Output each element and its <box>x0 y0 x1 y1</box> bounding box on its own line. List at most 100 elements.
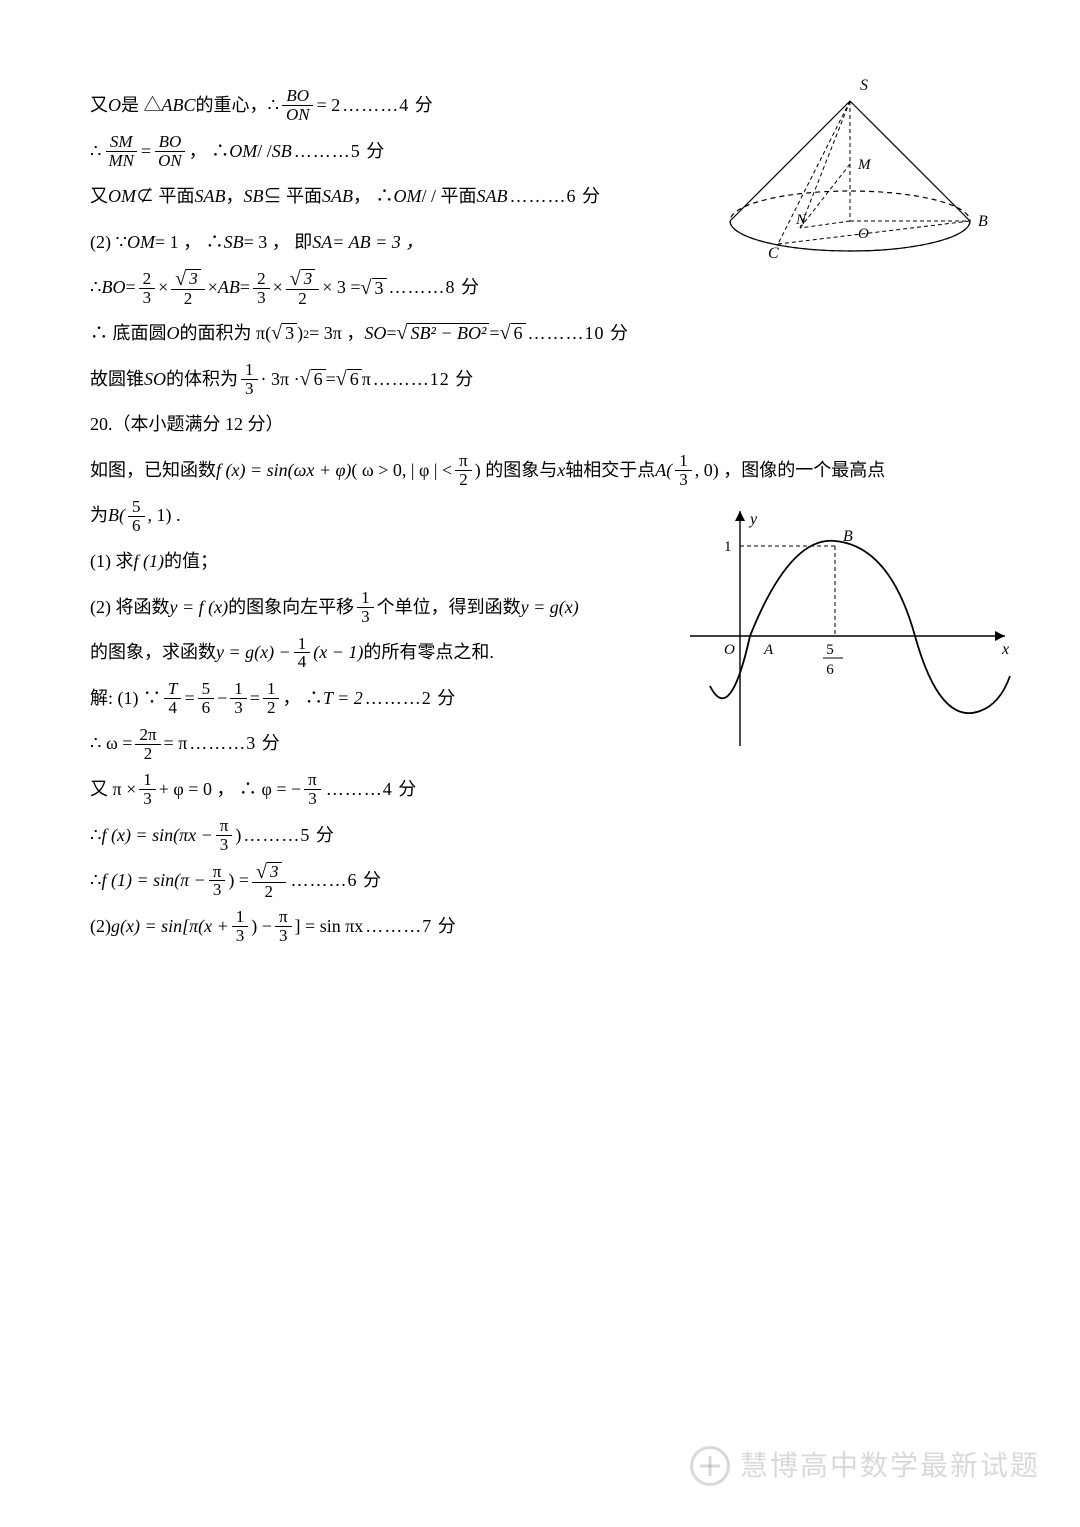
text: ⊄ 平面 <box>136 177 195 217</box>
text: 解: (1) ∵ <box>90 679 161 719</box>
text: = 1 ， ∴ <box>155 223 224 263</box>
so: SO <box>144 360 166 400</box>
num: 1 <box>139 771 156 790</box>
text: = 3π ， <box>309 314 364 354</box>
label-B: B <box>978 213 988 230</box>
den: 6 <box>128 517 145 535</box>
O: O <box>724 642 735 658</box>
text: ) <box>235 816 241 856</box>
den: 2 <box>140 745 157 763</box>
score: ………3 分 <box>189 724 281 764</box>
text: = 3 ， 即 <box>244 223 313 263</box>
T2: T = 2 <box>323 679 363 719</box>
den: 3 <box>139 790 156 808</box>
den: 2 <box>263 699 280 717</box>
text: × <box>208 268 218 308</box>
den: 3 <box>275 927 292 945</box>
gx: g(x) = sin[π(x + <box>111 907 229 947</box>
den: 3 <box>241 380 258 398</box>
yfx: y = f (x) <box>170 588 229 628</box>
sine-diagram: y x O 1 B A 5 6 <box>680 496 1020 756</box>
Blabel: B <box>843 528 853 545</box>
sa: SA <box>312 223 332 263</box>
label-S: S <box>860 77 868 94</box>
num: π <box>304 771 321 790</box>
num: π <box>275 908 292 927</box>
label-N: N <box>795 212 807 228</box>
sb: SB <box>272 132 292 172</box>
text: ) = <box>228 861 249 901</box>
score: ………5 分 <box>243 816 335 856</box>
sq6: 6 <box>347 369 362 390</box>
text: 为 <box>90 496 108 536</box>
text: 又 <box>90 177 108 217</box>
bo: BO <box>101 268 125 308</box>
sab: SAB <box>195 177 226 217</box>
text: 故圆锥 <box>90 360 144 400</box>
text: 又 π × <box>90 770 136 810</box>
f1: f (1) = sin(π − <box>101 861 205 901</box>
text: ( ω > 0, | φ | < <box>351 451 452 491</box>
line-19-7: 故圆锥 SO 的体积为 13 · 3π · √6 = √6 π ………12 分 <box>90 360 990 400</box>
num: 1 <box>263 680 280 699</box>
text: 的图象，求函数 <box>90 633 216 673</box>
watermark-text: 慧博高中数学最新试题 <box>740 1435 1040 1497</box>
text: 如图，已知函数 <box>90 451 216 491</box>
sol-6: (2) g(x) = sin[π(x + 13 ) − π3 ] = sin π… <box>90 907 990 947</box>
num: 2 <box>139 270 156 289</box>
text: × <box>158 268 168 308</box>
num: π <box>455 452 472 471</box>
score: ………4 分 <box>342 86 434 126</box>
ylabel: y <box>748 511 758 528</box>
num: 1 <box>675 452 692 471</box>
num: SM <box>106 133 137 152</box>
score: ………10 分 <box>528 314 630 354</box>
text: (2) ∵ <box>90 223 127 263</box>
rad: SB² − BO² <box>407 323 489 344</box>
sab: SAB <box>322 177 353 217</box>
den: MN <box>104 152 138 170</box>
num: 5 <box>198 680 215 699</box>
text: = <box>240 268 250 308</box>
xlabel: x <box>1001 641 1009 658</box>
text: 的面积为 π( <box>180 314 272 354</box>
num: BO <box>282 87 313 106</box>
text: ， ∴ <box>353 177 394 217</box>
text: ) − <box>251 907 272 947</box>
text: 的图象向左平移 <box>228 588 354 628</box>
fx: f (x) = sin(ωx + φ) <box>216 451 351 491</box>
text: = <box>184 679 194 719</box>
num: 1 <box>232 908 249 927</box>
den: 3 <box>253 289 270 307</box>
text: × <box>273 268 283 308</box>
num: 1 <box>357 589 374 608</box>
score: ………6 分 <box>510 177 602 217</box>
text: 个单位，得到函数 <box>377 588 521 628</box>
text: + φ = 0 ， ∴ φ = − <box>159 770 301 810</box>
text: = π <box>164 724 188 764</box>
den: 3 <box>139 289 156 307</box>
text: ， ∴ <box>282 679 323 719</box>
den: 3 <box>675 471 692 489</box>
num: 1 <box>230 680 247 699</box>
sq3: 3 <box>267 862 282 882</box>
text: ∴ ω = <box>90 724 132 764</box>
sq3: 3 <box>372 278 387 299</box>
den: 3 <box>357 608 374 626</box>
line-19-6: ∴ 底面圆 O 的面积为 π( √3 )2 = 3π ， SO = √SB² −… <box>90 314 990 354</box>
score: ………8 分 <box>389 268 481 308</box>
text: , 0) ，图像的一个最高点 <box>695 451 886 491</box>
sol-5: ∴ f (1) = sin(π − π3 ) = √32 ………6 分 <box>90 861 990 901</box>
xm1: (x − 1) <box>313 633 363 673</box>
ab: AB <box>218 268 240 308</box>
sb: SB <box>244 177 264 217</box>
text: 的重心， <box>196 86 268 126</box>
text: 的所有零点之和. <box>363 633 494 673</box>
label-M: M <box>857 157 872 173</box>
den: ON <box>154 152 186 170</box>
text: 又 <box>90 86 108 126</box>
den: 3 <box>230 699 247 717</box>
text: π <box>362 360 371 400</box>
B: B( <box>108 496 125 536</box>
den: 3 <box>304 790 321 808</box>
